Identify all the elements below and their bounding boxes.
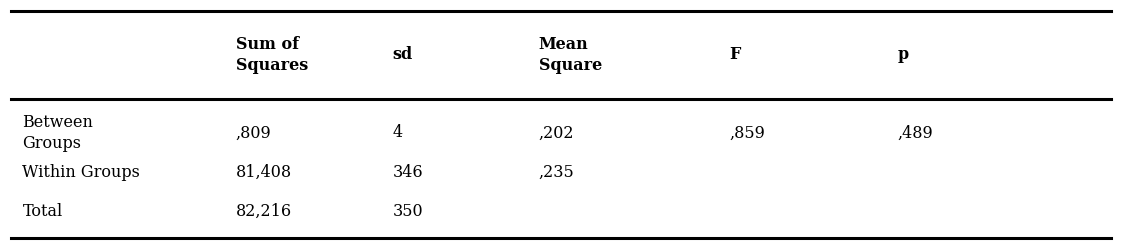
Text: ,489: ,489 [898,124,934,142]
Text: 81,408: 81,408 [236,163,292,181]
Text: F: F [729,46,741,63]
Text: ,809: ,809 [236,124,272,142]
Text: Between
Groups: Between Groups [22,114,93,152]
Text: Total: Total [22,203,63,220]
Text: ,235: ,235 [539,163,574,181]
Text: 4: 4 [393,124,403,142]
Text: ,202: ,202 [539,124,574,142]
Text: Within Groups: Within Groups [22,163,140,181]
Text: 346: 346 [393,163,423,181]
Text: 82,216: 82,216 [236,203,292,220]
Text: 350: 350 [393,203,423,220]
Text: p: p [898,46,909,63]
Text: sd: sd [393,46,413,63]
Text: Mean
Square: Mean Square [539,36,601,74]
Text: ,859: ,859 [729,124,765,142]
Text: Sum of
Squares: Sum of Squares [236,36,307,74]
